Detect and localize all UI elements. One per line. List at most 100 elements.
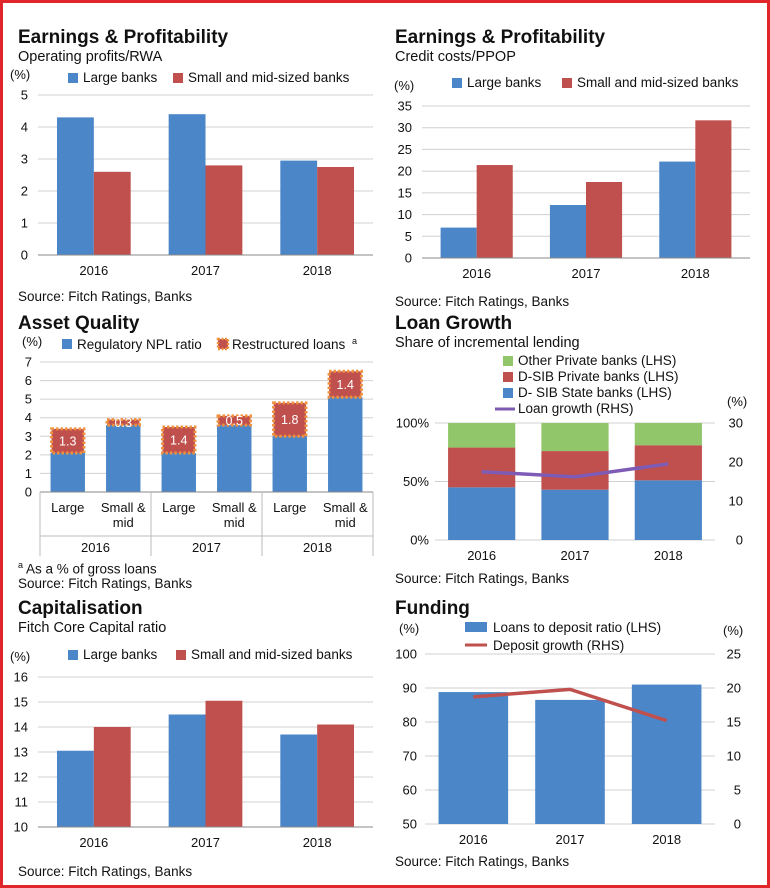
legend-small-mid-banks-swatch <box>173 73 183 83</box>
data-label-restructured: 1.3 <box>59 434 76 448</box>
bar-large-2016 <box>440 227 477 258</box>
bar-dsib-state-2018 <box>634 480 702 540</box>
y2-tick-label: 20 <box>727 681 741 696</box>
x-tick-label: Small & <box>101 500 146 515</box>
source-note: Source: Fitch Ratings, Banks <box>18 289 193 304</box>
x-tick-label: 2016 <box>462 266 491 281</box>
y-tick-label: 25 <box>398 142 412 157</box>
data-label-restructured: 1.4 <box>170 434 187 448</box>
x-tick-label: 2016 <box>459 832 488 847</box>
footnote-mark: a <box>18 560 24 570</box>
panel-funding: Funding 50 60 70 80 90 100 0 5 10 15 20 25 (%) (%) 201… <box>395 598 760 883</box>
bar-large-2018 <box>280 734 318 827</box>
group-label: 2016 <box>81 540 110 555</box>
bar-npl-ratio <box>50 453 85 492</box>
bar-npl-ratio <box>106 425 141 492</box>
data-label-restructured: 1.4 <box>337 378 354 392</box>
y2-tick-label: 25 <box>727 647 741 662</box>
y-tick-label: 60 <box>403 783 417 798</box>
y2-axis-unit: (%) <box>727 394 747 409</box>
legend-dsib-private-swatch <box>503 372 513 382</box>
y-tick-label: 90 <box>403 681 417 696</box>
y-tick-label: 20 <box>398 164 412 179</box>
y-tick-label: 13 <box>14 745 28 760</box>
x-tick-label: 2018 <box>303 263 332 278</box>
y-tick-label: 3 <box>25 429 32 444</box>
panel-credit-costs: Earnings & Profitability Credit costs/PP… <box>394 27 760 312</box>
capital-ratio-chart: 10 11 12 13 14 15 16 (%) 2016 2017 2018 Large banks… <box>10 647 373 850</box>
x-tick-label: mid <box>224 515 245 530</box>
bar-restructured-loans <box>50 427 86 455</box>
y2-tick-label: 10 <box>727 749 741 764</box>
group-label: 2018 <box>303 540 332 555</box>
y-axis-unit: (%) <box>394 78 414 93</box>
credit-costs-chart: 0 5 10 15 20 25 30 35 (%) 2016 2017 2018 Large banks… <box>394 75 750 281</box>
y-tick-label: 1 <box>21 216 28 231</box>
y-tick-label: 50% <box>403 474 429 489</box>
bar-loans-to-deposit-2017 <box>535 699 605 824</box>
bar-large-2017 <box>168 114 206 255</box>
x-tick-label: 2018 <box>303 835 332 850</box>
data-label-restructured: 1.8 <box>281 413 298 427</box>
panel-capitalisation: Capitalisation Fitch Core Capital ratio … <box>10 598 383 883</box>
bar-small-mid-2018 <box>695 120 732 259</box>
operating-profits-chart: 0 1 2 3 4 5 (%) 2016 2017 2018 Large banks Small an… <box>10 67 373 278</box>
y2-axis-unit: (%) <box>723 623 743 638</box>
legend-other-private-swatch <box>503 356 513 366</box>
y-tick-label: 6 <box>25 373 32 388</box>
panel-subtitle: Credit costs/PPOP <box>395 49 516 65</box>
source-note: Source: Fitch Ratings, Banks <box>18 864 193 879</box>
x-tick-label: 2018 <box>654 548 683 563</box>
source-note: Source: Fitch Ratings, Banks <box>395 294 570 309</box>
bar-large-2016 <box>56 750 94 827</box>
x-tick-label: mid <box>113 515 134 530</box>
y-tick-label: 16 <box>14 670 28 685</box>
bar-restructured-loans <box>161 425 197 455</box>
legend-restructured-label: Restructured loans <box>232 337 346 352</box>
panel-asset-quality: Asset Quality 0 1 2 3 4 5 6 7 (%) Regulatory NPL … <box>18 313 383 593</box>
legend-ltd-swatch <box>465 622 487 632</box>
y2-tick-label: 0 <box>736 533 743 548</box>
source-note: Source: Fitch Ratings, Banks <box>395 571 570 586</box>
bar-restructured-loans <box>272 401 308 438</box>
x-tick-label: 2017 <box>191 835 220 850</box>
y-tick-label: 0% <box>410 533 429 548</box>
bar-large-2017 <box>549 205 586 258</box>
legend-large-banks-swatch <box>68 73 78 83</box>
y-tick-label: 4 <box>21 120 28 135</box>
x-tick-label: 2018 <box>652 832 681 847</box>
y-tick-label: 2 <box>21 184 28 199</box>
bar-small-mid-2018 <box>317 167 355 255</box>
bar-small-mid-2017 <box>205 700 243 827</box>
panel-subtitle: Share of incremental lending <box>395 335 580 351</box>
panel-operating-profits: Earnings & Profitability Operating profi… <box>10 27 383 307</box>
y-tick-label: 1 <box>25 466 32 481</box>
panel-title: Funding <box>395 598 470 619</box>
y-tick-label: 30 <box>398 120 412 135</box>
bar-restructured-loans <box>216 414 252 427</box>
panel-subtitle: Operating profits/RWA <box>18 49 163 65</box>
legend-large-banks-swatch <box>68 650 78 660</box>
bar-large-2018 <box>659 161 696 258</box>
y-tick-label: 3 <box>21 152 28 167</box>
x-tick-label: Small & <box>212 500 257 515</box>
y2-tick-label: 30 <box>729 416 743 431</box>
y-tick-label: 50 <box>403 817 417 832</box>
y2-tick-label: 15 <box>727 715 741 730</box>
bar-small-mid-2017 <box>586 182 623 258</box>
bar-dsib-private-2018 <box>634 445 702 481</box>
legend-ltd-label: Loans to deposit ratio (LHS) <box>493 620 661 635</box>
group-label: 2017 <box>192 540 221 555</box>
legend-small-mid-banks-label: Small and mid-sized banks <box>577 75 739 90</box>
x-tick-label: Large <box>162 500 195 515</box>
y-axis-unit: (%) <box>10 649 30 664</box>
y-tick-label: 10 <box>398 207 412 222</box>
x-tick-label: 2016 <box>79 263 108 278</box>
bar-restructured-loans <box>327 369 363 399</box>
x-tick-label: mid <box>335 515 356 530</box>
y2-tick-label: 20 <box>729 455 743 470</box>
x-tick-label: 2017 <box>572 266 601 281</box>
bar-other-private-2016 <box>448 423 516 448</box>
bar-npl-ratio <box>272 436 307 492</box>
